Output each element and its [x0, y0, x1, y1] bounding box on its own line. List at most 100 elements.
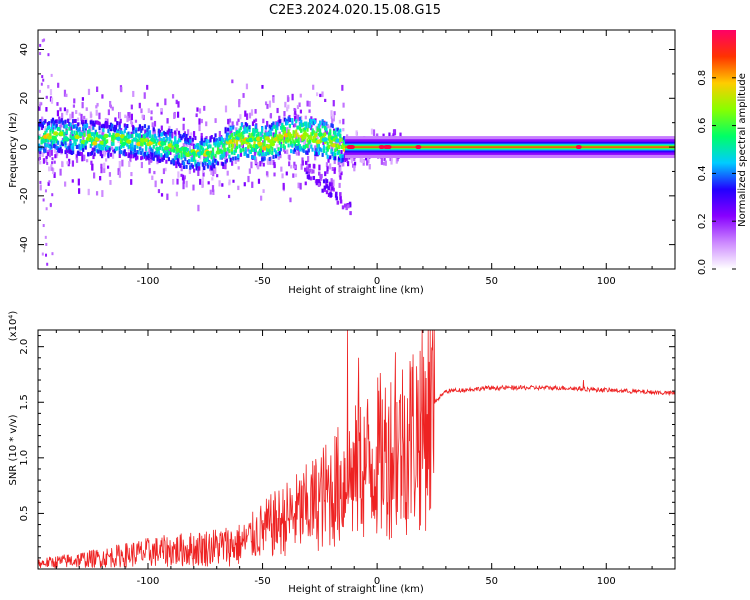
- heat-speckle: [111, 106, 114, 111]
- heat-cell: [287, 129, 290, 134]
- heat-speckle: [321, 91, 324, 98]
- heat-speckle: [307, 174, 311, 179]
- heat-cell: [204, 157, 207, 162]
- heat-cell: [234, 156, 237, 161]
- heat-cell: [271, 136, 274, 141]
- heat-speckle: [101, 94, 104, 99]
- heat-speckle: [333, 168, 336, 174]
- heat-cell: [274, 150, 278, 155]
- heat-speckle: [250, 161, 253, 169]
- heat-cell: [244, 128, 247, 133]
- heat-speckle: [253, 150, 257, 156]
- heat-speckle: [382, 133, 385, 139]
- heat-cell: [274, 132, 278, 137]
- heat-cell: [116, 129, 119, 134]
- heat-speckle: [272, 132, 275, 139]
- heat-cell: [306, 138, 309, 143]
- heat-cell: [142, 152, 145, 157]
- heat-cell: [89, 120, 92, 125]
- heat-speckle: [188, 168, 191, 175]
- heat-cell: [78, 145, 81, 150]
- heat-cell: [296, 144, 299, 149]
- heat-cell: [257, 151, 260, 156]
- heat-cell: [162, 130, 165, 135]
- heat-cell: [137, 127, 140, 132]
- heat-cell: [50, 126, 53, 131]
- heat-speckle: [351, 163, 355, 168]
- heat-cell: [235, 141, 239, 146]
- heat-cell: [182, 150, 186, 155]
- heat-cell: [327, 132, 331, 137]
- heat-cell: [213, 158, 216, 163]
- heat-speckle: [332, 100, 335, 107]
- heat-cell: [298, 121, 302, 126]
- heat-cell: [339, 138, 342, 143]
- heat-speckle: [168, 147, 171, 154]
- heat-cell: [326, 141, 329, 146]
- heat-cell: [254, 124, 257, 129]
- snr-ylabel: SNR (10 * v/v): [8, 414, 19, 485]
- heat-speckle: [324, 171, 327, 177]
- heat-cell: [331, 152, 334, 157]
- heat-cell: [65, 124, 68, 129]
- heat-cell: [205, 141, 208, 146]
- heat-cell: [208, 153, 211, 158]
- heat-speckle: [222, 164, 225, 169]
- heat-cell: [307, 148, 310, 153]
- heat-cell: [211, 147, 215, 152]
- heat-speckle: [304, 115, 307, 120]
- heat-speckle: [245, 113, 249, 120]
- heat-cell: [334, 148, 337, 153]
- heat-peak: [378, 145, 385, 150]
- heat-speckle: [262, 118, 265, 124]
- heat-speckle: [56, 110, 60, 117]
- heat-speckle: [50, 73, 53, 77]
- heat-cell: [224, 127, 227, 132]
- heat-cell: [122, 151, 125, 156]
- heat-speckle: [120, 86, 123, 93]
- heat-cell: [79, 151, 82, 156]
- heat-cell: [114, 127, 118, 132]
- snr-ticks: -100 -50 0 50 100 0.5 1.0 1.5 2.0: [19, 330, 676, 587]
- heat-speckle: [100, 166, 103, 174]
- heat-cell: [230, 150, 234, 155]
- heat-cell: [147, 153, 150, 158]
- heat-speckle: [211, 177, 214, 181]
- heat-cell: [131, 142, 134, 147]
- heat-cell: [102, 136, 105, 141]
- heat-cell: [63, 131, 66, 136]
- heat-speckle: [326, 166, 329, 172]
- heat-cell: [131, 139, 134, 144]
- heat-cell: [164, 141, 167, 146]
- heat-cell: [121, 137, 124, 142]
- heat-cell: [232, 143, 235, 148]
- heat-cell: [129, 154, 133, 159]
- heat-cell: [58, 116, 61, 121]
- heat-speckle: [202, 172, 205, 177]
- heat-speckle: [118, 111, 122, 119]
- heat-cell: [92, 120, 95, 125]
- heat-cell: [116, 146, 119, 151]
- heat-speckle: [316, 132, 319, 140]
- heat-speckle: [130, 179, 133, 185]
- heat-speckle: [277, 155, 280, 160]
- heat-cell: [298, 126, 302, 131]
- heat-speckle: [262, 162, 265, 167]
- heat-speckle: [229, 129, 232, 135]
- heat-cell: [271, 146, 274, 151]
- heat-cell: [329, 155, 332, 160]
- heat-cell: [157, 152, 160, 157]
- heat-cell: [341, 137, 344, 142]
- heat-speckle: [380, 157, 383, 165]
- heat-speckle: [347, 204, 350, 209]
- heat-cell: [69, 150, 72, 155]
- heat-cell: [145, 156, 148, 161]
- heat-cell: [39, 149, 42, 154]
- heat-cell: [213, 164, 216, 169]
- heat-cell: [311, 147, 314, 152]
- heat-cell: [335, 127, 338, 132]
- heat-cell: [108, 124, 111, 129]
- heat-cell: [245, 129, 249, 134]
- heat-cell: [288, 132, 291, 137]
- heat-blob: [114, 132, 120, 138]
